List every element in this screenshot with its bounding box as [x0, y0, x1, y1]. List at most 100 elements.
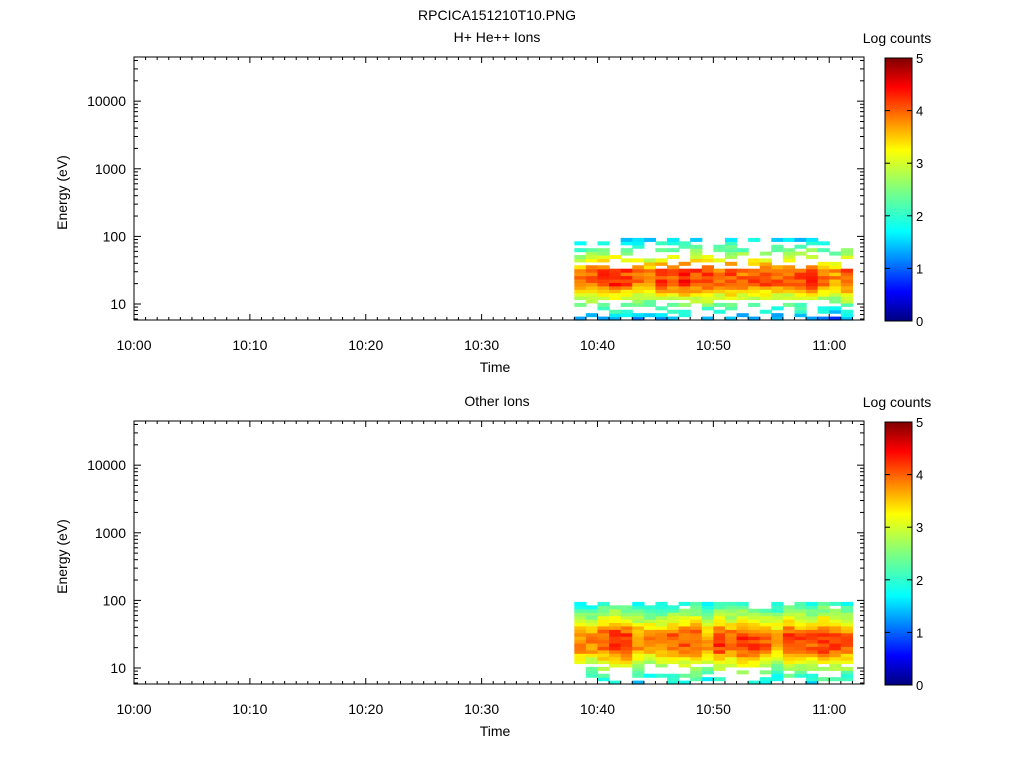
- spectrogram-cell: [840, 251, 854, 256]
- colorbar-tick-label: 0: [916, 314, 923, 329]
- spectrogram-cell: [782, 646, 796, 651]
- spectrogram-cell: [678, 639, 691, 644]
- spectrogram-cell: [817, 612, 830, 617]
- spectrogram-cell: [713, 601, 726, 606]
- spectrogram-cell: [724, 244, 738, 249]
- spectrogram-cell: [817, 241, 830, 246]
- spectrogram-cell: [759, 268, 772, 273]
- spectrogram-cell: [655, 673, 668, 678]
- spectrogram-cell: [817, 292, 830, 297]
- spectrogram-cell: [771, 646, 784, 651]
- colorbar-gradient: [884, 57, 913, 322]
- spectrogram-cell: [748, 261, 761, 266]
- spectrogram-cell: [817, 285, 830, 290]
- spectrogram-cell: [667, 282, 680, 287]
- spectrogram-cell: [574, 629, 587, 634]
- spectrogram-cell: [817, 268, 830, 273]
- x-tick-label: 10:50: [696, 337, 731, 353]
- spectrogram-cell: [759, 612, 772, 617]
- spectrogram-cell: [794, 639, 807, 644]
- spectrogram-cell: [840, 649, 854, 654]
- spectrogram-cell: [609, 625, 622, 630]
- spectrogram-cell: [609, 309, 622, 314]
- spectrogram-cell: [585, 646, 599, 651]
- spectrogram-cell: [840, 296, 854, 301]
- spectrogram-cell: [782, 629, 796, 634]
- spectrogram-cell: [806, 282, 819, 287]
- spectrogram-cell: [736, 622, 749, 627]
- spectrogram-cell: [678, 244, 691, 249]
- spectrogram-cell: [585, 282, 599, 287]
- spectrogram-cell: [690, 244, 703, 249]
- colorbar-tick-label: 4: [916, 104, 923, 119]
- spectrogram-cell: [701, 642, 714, 647]
- spectrogram-cell: [724, 636, 738, 641]
- spectrogram-cell: [724, 649, 738, 654]
- x-tick-label: 10:40: [580, 337, 615, 353]
- spectrogram-cell: [771, 670, 784, 675]
- spectrogram-cell: [806, 292, 819, 297]
- spectrogram-cell: [829, 282, 842, 287]
- colorbar-title: Log counts: [863, 394, 932, 410]
- spectrogram-cell: [574, 646, 587, 651]
- spectrogram-cell: [643, 639, 657, 644]
- spectrogram-cell: [620, 639, 633, 644]
- spectrogram-cell: [632, 244, 645, 249]
- spectrogram-cell: [806, 666, 819, 671]
- spectrogram-cell: [840, 289, 854, 294]
- spectrogram-cell: [782, 615, 796, 620]
- spectrogram-cell: [771, 265, 784, 270]
- spectrogram-cell: [701, 649, 714, 654]
- spectrogram-cell: [771, 292, 784, 297]
- spectrogram-cell: [713, 622, 726, 627]
- spectrogram-cell: [678, 285, 691, 290]
- spectrogram-cell: [748, 282, 761, 287]
- spectrogram-cell: [782, 237, 796, 242]
- spectrogram-cell: [620, 619, 633, 624]
- spectrogram-cell: [840, 677, 854, 682]
- spectrogram-cell: [574, 660, 587, 665]
- spectrogram-cell: [759, 656, 772, 661]
- spectrogram-cell: [724, 612, 738, 617]
- spectrogram-cell: [794, 268, 807, 273]
- spectrogram-cell: [759, 663, 772, 668]
- x-tick-label: 10:20: [348, 337, 383, 353]
- spectrogram-cell: [609, 612, 622, 617]
- spectrogram-cell: [748, 636, 761, 641]
- spectrogram-cell: [806, 625, 819, 630]
- spectrogram-cell: [736, 605, 749, 610]
- spectrogram-cell: [748, 653, 761, 658]
- spectrogram-cell: [794, 237, 807, 242]
- spectrogram-cell: [678, 656, 691, 661]
- spectrogram-cell: [794, 275, 807, 280]
- spectrogram-cell: [609, 632, 622, 637]
- spectrogram-cell: [678, 292, 691, 297]
- spectrogram-cell: [806, 601, 819, 606]
- spectrogram-cell: [643, 656, 657, 661]
- spectrogram-cell: [713, 666, 726, 671]
- spectrogram-cell: [724, 302, 738, 307]
- spectrogram-cell: [597, 285, 610, 290]
- spectrogram-cell: [771, 248, 784, 253]
- spectrogram-cell: [736, 629, 749, 634]
- spectrogram-cell: [748, 660, 761, 665]
- y-tick-label: 1000: [95, 161, 126, 177]
- spectrogram-cell: [643, 629, 657, 634]
- spectrogram-cell: [632, 619, 645, 624]
- spectrogram-cell: [678, 289, 691, 294]
- spectrogram-cell: [620, 636, 633, 641]
- spectrogram-cell: [678, 601, 691, 606]
- spectrogram-cell: [655, 636, 668, 641]
- spectrogram-cell: [585, 278, 599, 283]
- spectrogram-cell: [713, 285, 726, 290]
- spectrogram-cell: [667, 615, 680, 620]
- spectrogram-cell: [597, 656, 610, 661]
- spectrogram-cell: [759, 296, 772, 301]
- spectrogram-cell: [574, 619, 587, 624]
- spectrogram-cell: [713, 608, 726, 613]
- spectrogram-cell: [713, 296, 726, 301]
- spectrogram-cell: [806, 642, 819, 647]
- spectrogram-cell: [840, 316, 854, 321]
- spectrogram-cell: [829, 289, 842, 294]
- colorbar-tick-label: 5: [916, 51, 923, 66]
